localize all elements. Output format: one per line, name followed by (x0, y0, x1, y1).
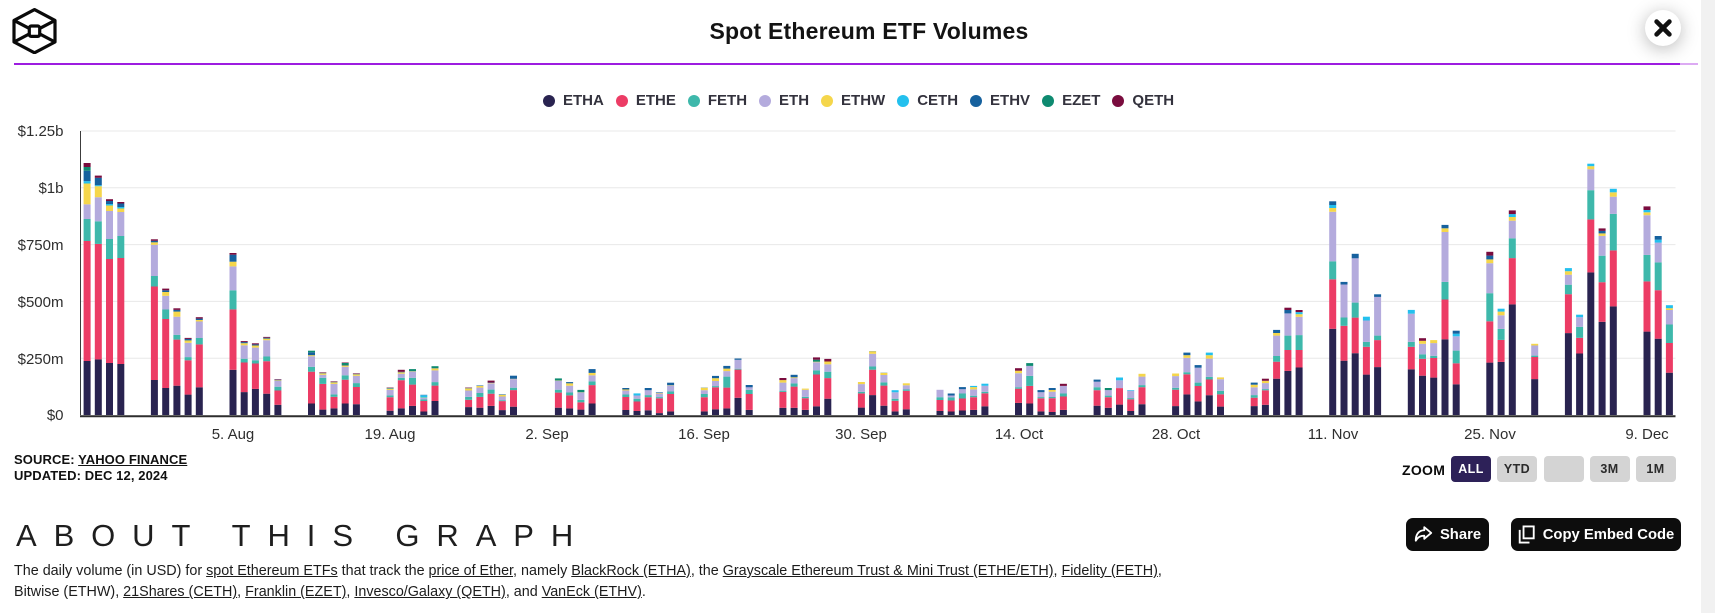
svg-text:25. Nov: 25. Nov (1464, 426, 1516, 443)
svg-text:$500m: $500m (18, 294, 64, 311)
svg-text:30. Sep: 30. Sep (835, 426, 887, 443)
svg-text:9. Dec: 9. Dec (1625, 426, 1669, 443)
svg-text:$750m: $750m (18, 237, 64, 254)
svg-text:$1b: $1b (38, 180, 63, 197)
svg-text:$1.25b: $1.25b (18, 123, 64, 140)
svg-text:28. Oct: 28. Oct (1152, 426, 1201, 443)
svg-text:$250m: $250m (18, 351, 64, 368)
svg-text:11. Nov: 11. Nov (1308, 426, 1359, 443)
svg-text:19. Aug: 19. Aug (365, 426, 416, 443)
svg-text:$0: $0 (47, 407, 64, 424)
svg-text:14. Oct: 14. Oct (995, 426, 1044, 443)
svg-text:5. Aug: 5. Aug (212, 426, 255, 443)
svg-text:2. Sep: 2. Sep (525, 426, 568, 443)
svg-text:16. Sep: 16. Sep (678, 426, 730, 443)
